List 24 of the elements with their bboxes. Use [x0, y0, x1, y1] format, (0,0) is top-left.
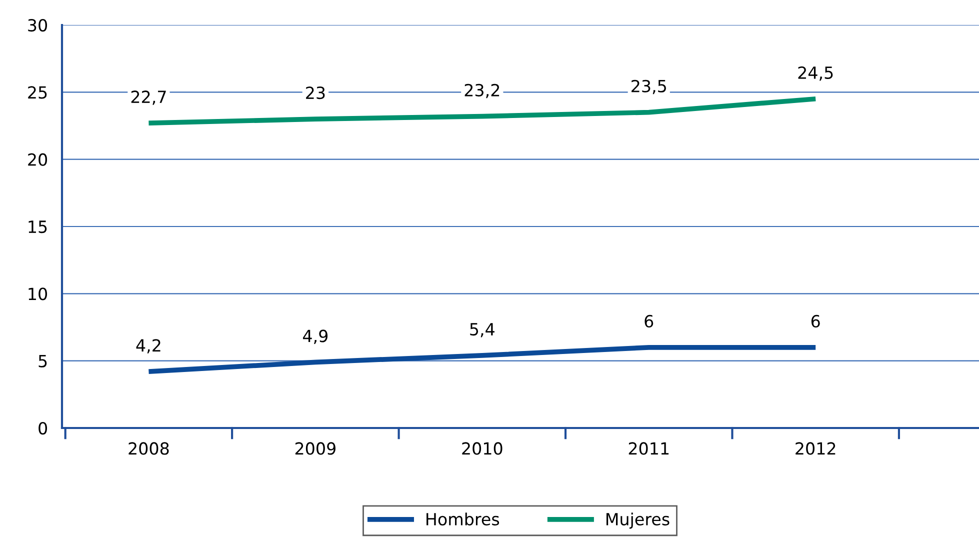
data-label: 24,5: [798, 66, 833, 81]
legend-label: Mujeres: [606, 512, 670, 529]
y-tick-label: 20: [28, 153, 48, 166]
y-tick-label: 5: [38, 355, 47, 368]
legend-label: Hombres: [426, 512, 500, 526]
x-tick-label: 2008: [128, 442, 169, 455]
x-tick-label: 2011: [628, 442, 669, 455]
x-tick-label: 2012: [796, 442, 836, 455]
data-label: 5,4: [470, 323, 494, 338]
data-label: 23,5: [632, 80, 666, 94]
data-label: 6: [811, 314, 820, 328]
y-tick-label: 30: [28, 18, 48, 32]
y-tick-label: 0: [38, 422, 48, 435]
data-label: 6: [644, 314, 654, 328]
data-label: 4,2: [136, 339, 160, 354]
data-label: 22,7: [131, 90, 166, 105]
y-tick-label: 25: [28, 86, 47, 99]
data-label: 23: [306, 86, 325, 100]
y-tick-label: 10: [28, 288, 48, 300]
x-tick-label: 2010: [462, 442, 502, 455]
x-tick-label: 2009: [295, 442, 336, 455]
data-label: 23,2: [464, 84, 500, 98]
y-tick-label: 15: [28, 220, 47, 234]
data-label: 4,9: [302, 330, 328, 344]
